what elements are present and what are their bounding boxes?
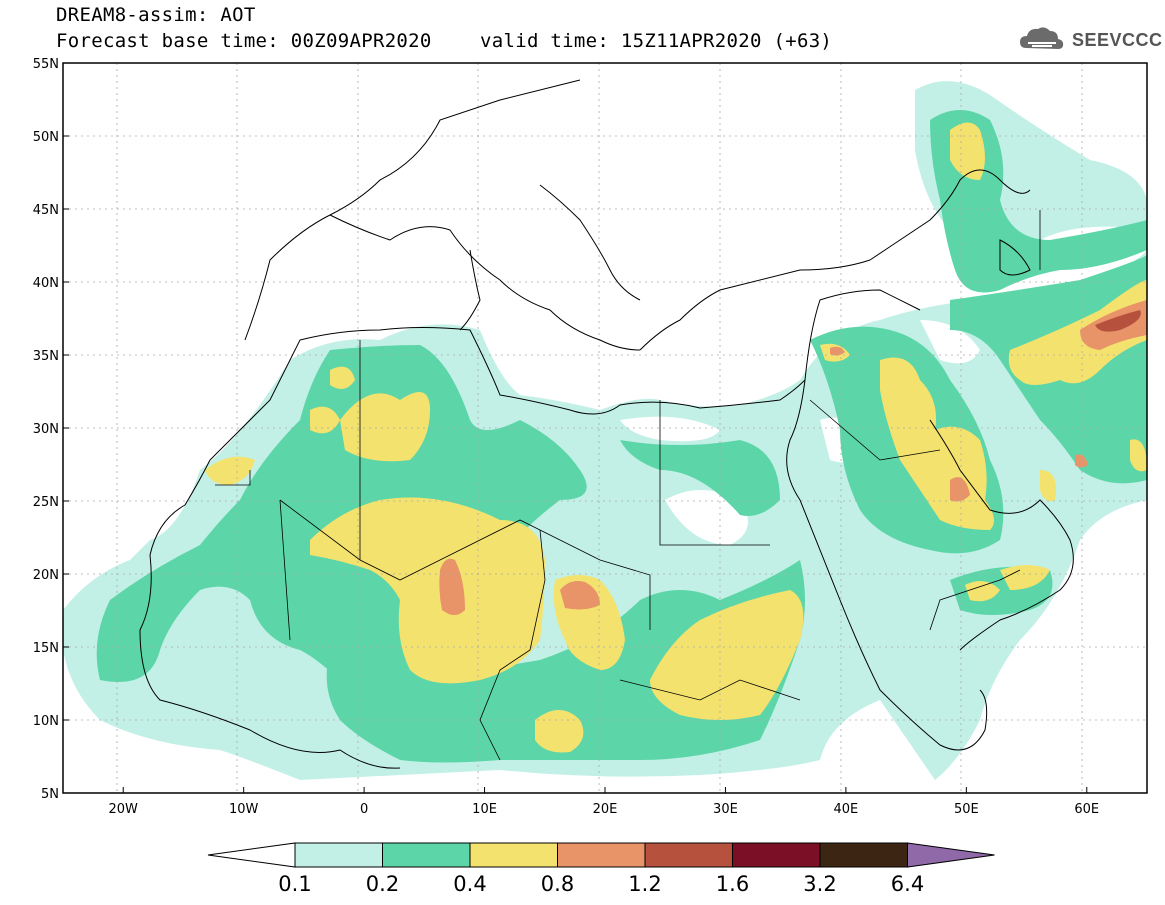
lat-tick-label: 40N [33,276,59,291]
colorbar-box [644,842,733,868]
lon-tick-label: 30E [713,802,738,817]
colorbar-label: 0.4 [453,872,487,896]
lon-ticks: 20W 10W 0 10E 20E 30E 40E 50E 60E [109,787,1099,817]
lat-tick-label: 5N [41,787,59,802]
colorbar-label: 1.2 [628,872,662,896]
gridlines [63,63,1147,793]
lon-tick-label: 20W [109,802,139,817]
coastlines [139,79,1074,769]
colorbar-right-arrow [907,842,995,868]
colorbar-box [732,842,821,868]
lat-tick-label: 35N [33,349,59,364]
aot-field [63,63,1147,793]
lon-tick-label: 0 [360,802,368,817]
lon-tick-label: 10W [229,802,259,817]
colorbar-box [382,842,471,868]
map-title: DREAM8-assim: AOT [56,4,256,26]
lat-tick-label: 45N [33,203,59,218]
forecast-base-time: Forecast base time: 00Z09APR2020 [56,30,432,52]
lat-tick-label: 30N [33,422,59,437]
lat-tick-label: 10N [33,714,59,729]
lon-tick-label: 20E [593,802,618,817]
lon-tick-label: 60E [1074,802,1099,817]
colorbar-box [557,842,646,868]
colorbar-box [819,842,908,868]
lat-tick-label: 15N [33,641,59,656]
lon-tick-label: 40E [834,802,859,817]
colorbar-label: 6.4 [890,872,925,896]
borders [215,210,1041,761]
colorbar-label: 0.1 [278,872,312,896]
colorbar-box [469,842,558,868]
lat-ticks: 55N 50N 45N 40N 35N 30N 25N 20N 15N 10N 5N [33,57,69,802]
colorbar-left-arrow [207,842,296,868]
lat-tick-label: 55N [33,57,59,72]
colorbar-label: 3.2 [803,872,837,896]
valid-time: valid time: 15Z11APR2020 (+63) [480,30,833,52]
colorbar-label: 0.8 [540,872,575,896]
lat-tick-label: 25N [33,495,59,510]
logo-text: SEEVCCC [1072,30,1163,50]
lon-tick-label: 10E [472,802,497,817]
lat-tick-label: 20N [33,568,59,583]
colorbar-box [294,842,383,868]
colorbar-label: 0.2 [365,872,400,896]
colorbar-label: 1.6 [715,872,750,896]
lat-tick-label: 50N [33,130,59,145]
lon-tick-label: 50E [954,802,979,817]
cloud-logo-icon [1020,27,1064,49]
